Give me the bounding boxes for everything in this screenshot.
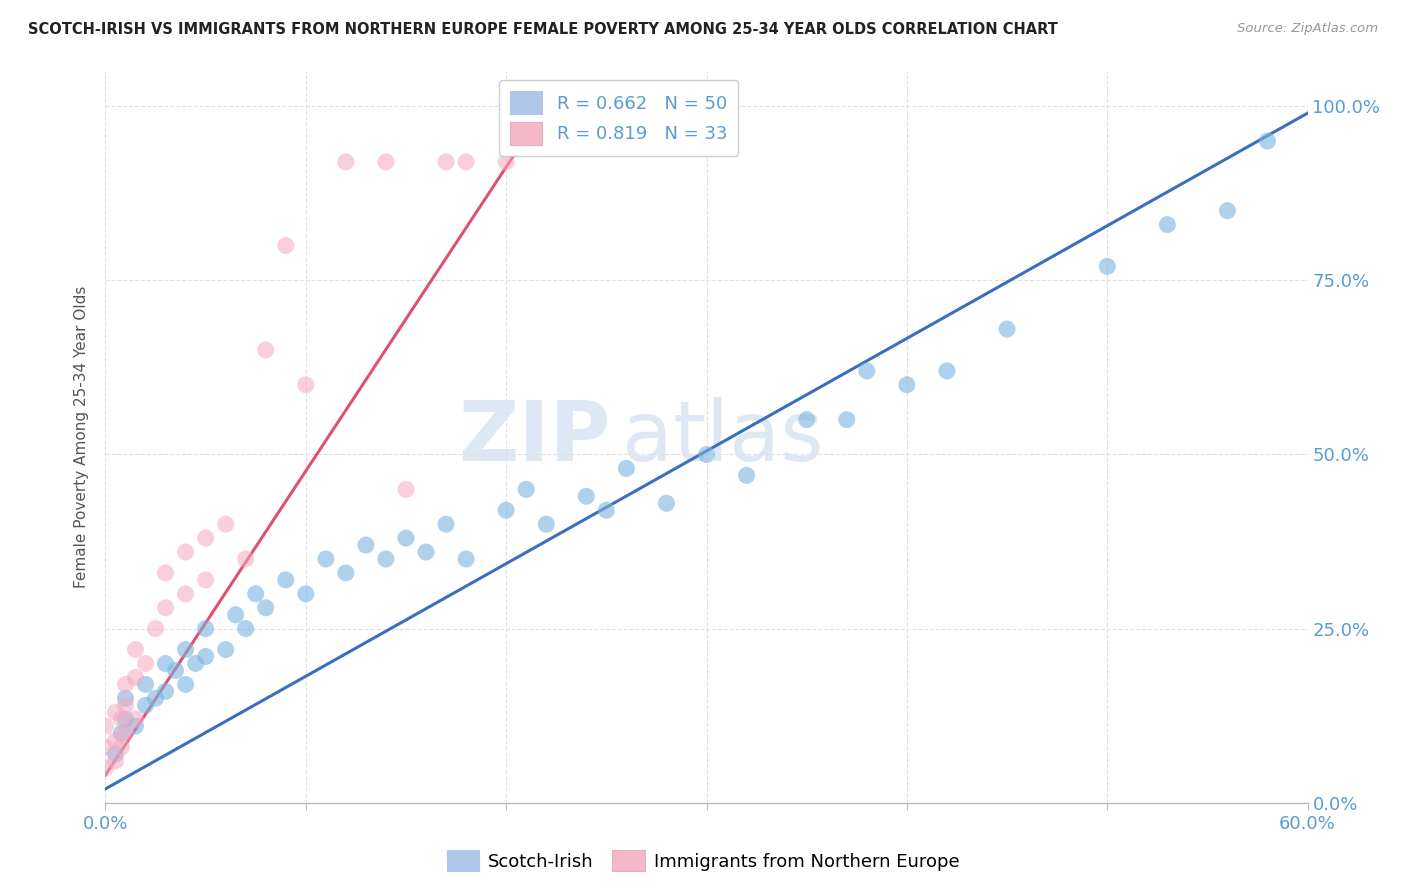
Point <box>124 670 146 684</box>
Point <box>124 712 146 726</box>
Text: ZIP: ZIP <box>458 397 610 477</box>
Point <box>114 691 136 706</box>
Point <box>145 622 167 636</box>
Point <box>114 726 136 740</box>
Point <box>124 642 146 657</box>
Text: SCOTCH-IRISH VS IMMIGRANTS FROM NORTHERN EUROPE FEMALE POVERTY AMONG 25-34 YEAR : SCOTCH-IRISH VS IMMIGRANTS FROM NORTHERN… <box>28 22 1057 37</box>
Point <box>135 677 157 691</box>
Point <box>454 155 477 169</box>
Point <box>174 545 197 559</box>
Point <box>835 412 858 426</box>
Point <box>214 517 236 532</box>
Point <box>1257 134 1279 148</box>
Point <box>110 740 132 755</box>
Point <box>575 489 598 503</box>
Point <box>415 545 437 559</box>
Point <box>110 726 132 740</box>
Point <box>434 155 457 169</box>
Point <box>214 642 236 657</box>
Point <box>104 705 127 719</box>
Point <box>184 657 207 671</box>
Point <box>434 517 457 532</box>
Point <box>155 566 177 580</box>
Point <box>194 649 217 664</box>
Point <box>165 664 187 678</box>
Point <box>616 461 638 475</box>
Point <box>104 747 127 761</box>
Point <box>135 657 157 671</box>
Point <box>1216 203 1239 218</box>
Point <box>114 677 136 691</box>
Point <box>335 566 357 580</box>
Point <box>495 155 517 169</box>
Point <box>995 322 1018 336</box>
Point <box>936 364 959 378</box>
Point <box>335 155 357 169</box>
Point <box>124 719 146 733</box>
Text: Source: ZipAtlas.com: Source: ZipAtlas.com <box>1237 22 1378 36</box>
Legend: Scotch-Irish, Immigrants from Northern Europe: Scotch-Irish, Immigrants from Northern E… <box>440 843 966 879</box>
Point <box>274 238 297 252</box>
Point <box>855 364 877 378</box>
Point <box>495 503 517 517</box>
Point <box>174 642 197 657</box>
Point <box>254 600 277 615</box>
Point <box>245 587 267 601</box>
Point <box>145 691 167 706</box>
Y-axis label: Female Poverty Among 25-34 Year Olds: Female Poverty Among 25-34 Year Olds <box>75 286 90 588</box>
Point <box>94 740 117 755</box>
Point <box>534 517 557 532</box>
Point <box>595 503 617 517</box>
Point <box>235 552 257 566</box>
Point <box>515 483 537 497</box>
Point <box>1097 260 1119 274</box>
Point <box>114 698 136 713</box>
Point <box>896 377 918 392</box>
Point <box>295 587 318 601</box>
Point <box>655 496 678 510</box>
Point <box>254 343 277 357</box>
Point <box>225 607 247 622</box>
Point <box>194 622 217 636</box>
Point <box>395 531 418 545</box>
Point <box>374 155 398 169</box>
Point <box>315 552 337 566</box>
Point <box>1156 218 1178 232</box>
Point <box>94 761 117 775</box>
Point <box>155 600 177 615</box>
Point <box>104 733 127 747</box>
Point <box>174 677 197 691</box>
Point <box>114 712 136 726</box>
Point <box>735 468 758 483</box>
Legend: R = 0.662   N = 50, R = 0.819   N = 33: R = 0.662 N = 50, R = 0.819 N = 33 <box>499 80 738 156</box>
Point <box>395 483 418 497</box>
Point <box>104 754 127 768</box>
Point <box>110 712 132 726</box>
Point <box>354 538 377 552</box>
Point <box>94 719 117 733</box>
Text: atlas: atlas <box>623 397 824 477</box>
Point <box>155 684 177 698</box>
Point <box>194 531 217 545</box>
Point <box>454 552 477 566</box>
Point <box>374 552 398 566</box>
Point <box>295 377 318 392</box>
Point <box>135 698 157 713</box>
Point <box>274 573 297 587</box>
Point <box>796 412 818 426</box>
Point <box>174 587 197 601</box>
Point <box>235 622 257 636</box>
Point <box>194 573 217 587</box>
Point <box>696 448 718 462</box>
Point <box>155 657 177 671</box>
